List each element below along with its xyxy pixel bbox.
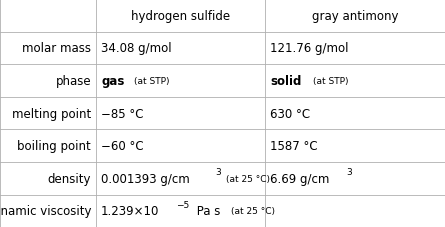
Text: 1587 °C: 1587 °C [270, 140, 318, 153]
Text: molar mass: molar mass [22, 42, 91, 55]
Text: (at STP): (at STP) [134, 77, 170, 86]
Text: (at 25 °C): (at 25 °C) [226, 174, 270, 183]
Text: (at STP): (at STP) [313, 77, 349, 86]
Text: −5: −5 [176, 200, 190, 209]
Text: phase: phase [56, 75, 91, 88]
Text: dynamic viscosity: dynamic viscosity [0, 205, 91, 217]
Text: gray antimony: gray antimony [312, 10, 398, 23]
Text: density: density [48, 172, 91, 185]
Text: Pa s: Pa s [194, 205, 221, 217]
Text: −85 °C: −85 °C [101, 107, 144, 120]
Text: 34.08 g/mol: 34.08 g/mol [101, 42, 172, 55]
Text: 3: 3 [215, 168, 221, 177]
Text: 6.69 g/cm: 6.69 g/cm [270, 172, 329, 185]
Text: solid: solid [270, 75, 302, 88]
Text: 3: 3 [347, 168, 352, 177]
Text: (at 25 °C): (at 25 °C) [231, 207, 275, 215]
Text: 630 °C: 630 °C [270, 107, 310, 120]
Text: −60 °C: −60 °C [101, 140, 144, 153]
Text: 121.76 g/mol: 121.76 g/mol [270, 42, 348, 55]
Text: hydrogen sulfide: hydrogen sulfide [131, 10, 230, 23]
Text: melting point: melting point [12, 107, 91, 120]
Text: gas: gas [101, 75, 125, 88]
Text: boiling point: boiling point [17, 140, 91, 153]
Text: 0.001393 g/cm: 0.001393 g/cm [101, 172, 190, 185]
Text: 1.239×10: 1.239×10 [101, 205, 159, 217]
